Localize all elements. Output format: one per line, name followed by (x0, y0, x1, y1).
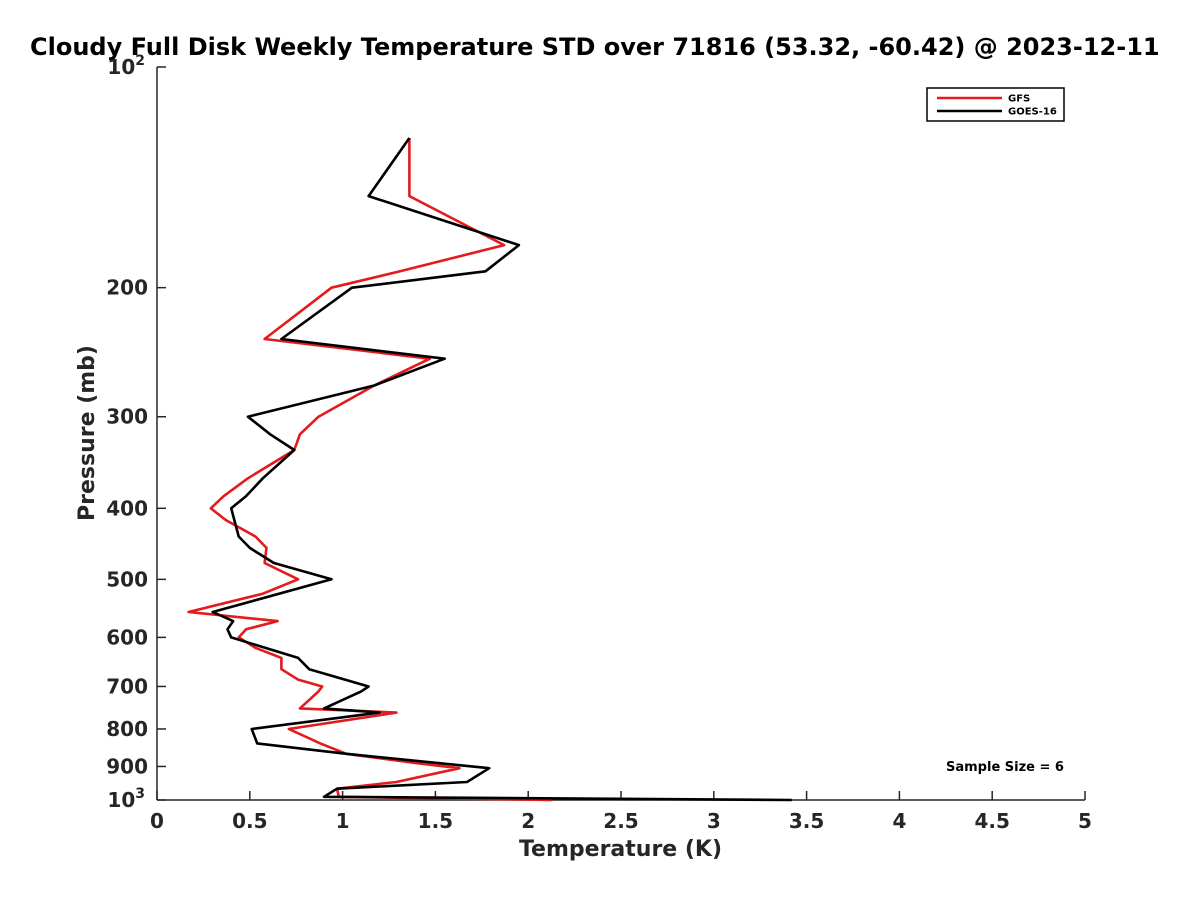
y-axis-label: Pressure (mb) (75, 345, 100, 521)
series-lines (187, 137, 792, 802)
y-tick-label: 103 (107, 786, 145, 812)
y-tick-label: 800 (106, 717, 148, 741)
legend-label-goes-16: GOES-16 (1008, 107, 1057, 118)
series-line-gfs (187, 138, 553, 802)
y-tick-label: 400 (106, 496, 148, 520)
legend: GFS GOES-16 (926, 87, 1065, 122)
x-tick-label: 1 (336, 809, 350, 833)
y-tick-label: 300 (106, 405, 148, 429)
plot-axes (156, 67, 1085, 801)
y-tick-label: 600 (106, 625, 148, 649)
x-axis-label: Temperature (K) (519, 837, 722, 862)
x-axis-ticks: 0 0.5 1 1.5 2 2.5 3 3.5 4 4.5 5 (150, 791, 1092, 833)
y-tick-label: 900 (106, 754, 148, 778)
sample-size-annotation: Sample Size = 6 (946, 760, 1064, 775)
x-tick-label: 0 (150, 809, 164, 833)
x-tick-label: 2.5 (603, 809, 638, 833)
x-tick-label: 3.5 (789, 809, 824, 833)
series-line-goes-16 (211, 137, 792, 802)
legend-label-gfs: GFS (1008, 94, 1030, 105)
x-tick-label: 4.5 (974, 809, 1009, 833)
chart-title: Cloudy Full Disk Weekly Temperature STD … (30, 33, 1160, 61)
x-tick-label: 0.5 (232, 809, 267, 833)
x-tick-label: 2 (521, 809, 535, 833)
x-tick-label: 5 (1078, 809, 1092, 833)
y-tick-label: 500 (106, 567, 148, 591)
y-tick-label: 700 (106, 674, 148, 698)
x-tick-label: 1.5 (418, 809, 453, 833)
x-tick-label: 3 (707, 809, 721, 833)
legend-box (926, 87, 1065, 122)
y-tick-label: 102 (107, 53, 145, 79)
x-tick-label: 4 (892, 809, 906, 833)
y-axis-ticks: 102 200 300 400 500 600 700 800 900 103 (106, 53, 166, 812)
y-tick-label: 200 (106, 276, 148, 300)
